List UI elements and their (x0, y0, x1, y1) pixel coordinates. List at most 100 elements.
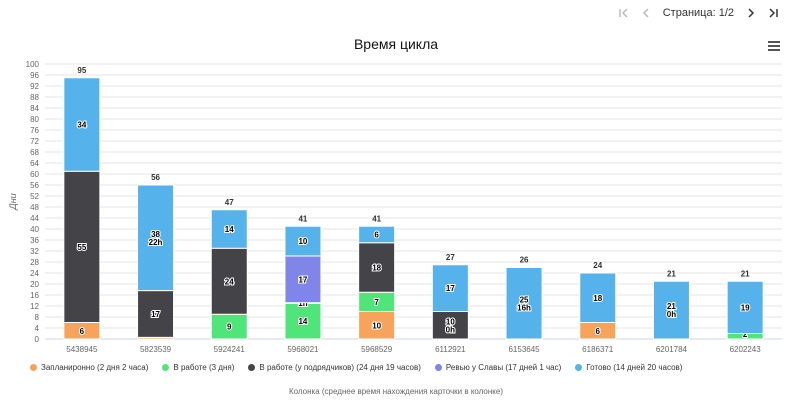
bar-segment (210, 313, 248, 340)
total-label: 21 (667, 269, 676, 278)
legend-item[interactable]: В работе (у подрядчиков) (24 дня 19 часо… (248, 363, 421, 372)
y-axis-title: Дни (8, 193, 18, 210)
y-tick-label: 100 (26, 60, 40, 69)
y-tick-label: 24 (30, 269, 39, 278)
bar-segment (63, 170, 101, 323)
legend-marker (162, 364, 170, 371)
data-label: 10 (372, 321, 381, 330)
y-tick-label: 4 (35, 324, 40, 333)
bar-segment (358, 242, 396, 293)
data-label: 7 (374, 298, 379, 307)
bar-segment (358, 225, 396, 244)
legend-marker (434, 364, 442, 371)
bar-segment (284, 255, 322, 304)
data-label: 6 (374, 231, 379, 240)
data-label: 6 (80, 327, 85, 336)
y-tick-label: 44 (30, 214, 39, 223)
y-tick-label: 20 (30, 280, 39, 289)
next-page-icon[interactable] (742, 6, 760, 20)
bar-segment (358, 311, 396, 340)
legend-label: Ревью у Славы (17 дней 1 час) (445, 363, 562, 372)
data-label: 2 (743, 330, 748, 339)
data-label: 10 (298, 237, 307, 246)
data-label: 17 (298, 275, 307, 284)
y-tick-label: 92 (30, 82, 39, 91)
data-label: 9 (227, 323, 232, 332)
legend-label: Запланиронно (2 дня 2 часа) (41, 363, 149, 372)
data-label: 17 (151, 310, 160, 319)
legend-marker (575, 364, 583, 371)
y-tick-label: 0 (35, 335, 40, 344)
y-tick-label: 96 (30, 71, 39, 80)
legend-item[interactable]: Готово (14 дней 20 часов) (575, 363, 682, 372)
y-tick-label: 56 (30, 181, 39, 190)
data-label: 34 (77, 121, 86, 130)
legend-item[interactable]: Ревью у Славы (17 дней 1 час) (434, 363, 562, 372)
data-label: 18 (372, 264, 381, 273)
data-label: 25 (520, 295, 529, 304)
y-tick-label: 60 (30, 170, 39, 179)
legend-item[interactable]: Запланиронно (2 дня 2 часа) (30, 363, 148, 372)
total-label: 26 (520, 256, 529, 265)
bar-segment (505, 267, 543, 340)
y-tick-label: 40 (30, 225, 39, 234)
data-label: 6 (596, 327, 601, 336)
y-tick-label: 12 (30, 302, 39, 311)
x-tick-label: 6112921 (435, 345, 466, 354)
bar-segment (431, 311, 469, 340)
y-tick-label: 32 (30, 247, 39, 256)
data-label: 21 (667, 302, 676, 311)
total-label: 21 (741, 269, 750, 278)
data-label: 38 (151, 230, 160, 239)
x-axis-title: Колонка (среднее время нахождения карточ… (288, 387, 504, 396)
legend-label: Готово (14 дней 20 часов) (586, 363, 683, 372)
data-label: 18 (593, 294, 602, 303)
data-label: 24 (225, 277, 234, 286)
prev-page-icon[interactable] (637, 6, 655, 20)
data-label: 14 (298, 317, 307, 326)
x-tick-label: 6153645 (508, 345, 540, 354)
legend: Запланиронно (2 дня 2 часа) В работе (3 д… (30, 363, 790, 372)
y-tick-label: 80 (30, 115, 39, 124)
bar-segment (137, 184, 175, 292)
x-tick-label: 5823539 (140, 345, 172, 354)
data-sublabel: 22h (149, 238, 163, 247)
legend-item[interactable]: В работе (3 дня) (162, 363, 234, 372)
chart-title: Время цикла (353, 36, 439, 52)
legend-marker (30, 364, 37, 371)
y-tick-label: 52 (30, 192, 39, 201)
hamburger-menu-icon[interactable] (768, 41, 780, 51)
data-label: 17 (446, 284, 455, 293)
total-label: 27 (446, 253, 455, 262)
y-tick-label: 88 (30, 93, 39, 102)
bar-segment (579, 272, 617, 323)
bar-segment (284, 225, 322, 257)
y-tick-label: 84 (30, 104, 39, 113)
x-tick-label: 5968021 (287, 345, 319, 354)
total-label: 56 (151, 173, 160, 182)
bar-segment (210, 247, 248, 315)
y-tick-label: 64 (30, 159, 39, 168)
bar-segment (726, 280, 764, 334)
total-label: 95 (77, 66, 86, 75)
y-tick-label: 16 (30, 291, 39, 300)
y-tick-label: 48 (30, 203, 39, 212)
data-sublabel: 0h (446, 325, 455, 334)
y-tick-label: 8 (35, 313, 40, 322)
y-tick-label: 36 (30, 236, 39, 245)
y-tick-label: 28 (30, 258, 39, 267)
y-tick-label: 68 (30, 148, 39, 157)
y-tick-label: 76 (30, 126, 39, 135)
total-label: 41 (372, 214, 381, 223)
x-tick-label: 5968529 (361, 345, 393, 354)
last-page-icon[interactable] (764, 6, 782, 20)
bar-segment (137, 290, 175, 338)
total-label: 24 (593, 261, 602, 270)
data-label: 1h (298, 299, 307, 308)
data-label: 14 (225, 225, 234, 234)
page-indicator: Страница: 1/2 (662, 7, 734, 19)
bar-segment (652, 280, 690, 340)
first-page-icon[interactable] (615, 6, 633, 20)
bar-segment (284, 302, 322, 340)
